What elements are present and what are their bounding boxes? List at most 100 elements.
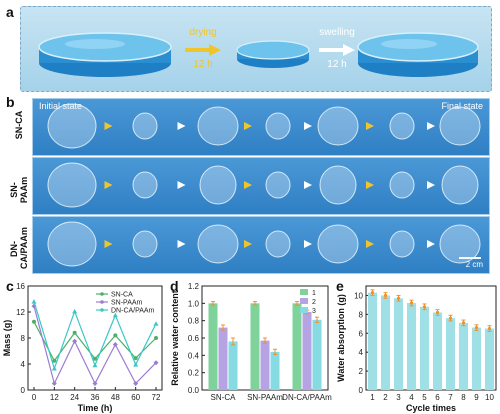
bar <box>380 295 391 390</box>
legend-label: DN-CA/PAAm <box>111 308 155 315</box>
data-point <box>31 299 37 304</box>
process-arrow-icon <box>427 122 435 130</box>
x-tick-label: 6 <box>435 393 440 402</box>
hydrogel-sample <box>47 103 97 149</box>
bar <box>208 303 218 390</box>
data-point <box>72 308 78 314</box>
drying-label: drying <box>189 27 217 38</box>
hydrogel-sample <box>439 106 481 146</box>
bar <box>312 319 322 390</box>
data-point <box>93 356 97 361</box>
legend-label: 3 <box>312 308 316 315</box>
series-line <box>33 321 157 362</box>
small-hydrogel-disk-icon <box>236 40 310 68</box>
scale-bar <box>459 257 481 259</box>
data-point <box>370 291 375 295</box>
bar <box>250 303 260 390</box>
scale-bar-label: 2 cm <box>465 260 483 269</box>
swelling-duration: 12 h <box>327 59 347 70</box>
panel-d-letter: d <box>170 278 179 294</box>
data-point <box>461 321 466 325</box>
data-point <box>154 336 158 340</box>
hydrogel-sample <box>197 106 239 146</box>
data-point <box>422 305 427 309</box>
process-arrow-icon <box>304 181 312 189</box>
data-point <box>51 366 57 371</box>
x-tick-label: 9 <box>474 393 479 402</box>
hydrogel-sample <box>389 112 415 140</box>
data-point <box>153 360 159 366</box>
hydrogel-sample <box>197 224 239 264</box>
hydrogel-sample <box>319 165 357 205</box>
process-arrow-icon <box>366 181 374 189</box>
x-tick-label: 36 <box>91 393 100 402</box>
x-tick-label: 12 <box>50 393 59 402</box>
bar <box>367 292 378 390</box>
data-point <box>72 338 78 344</box>
x-tick-label: 8 <box>461 393 466 402</box>
bar <box>458 322 469 390</box>
x-tick-label: SN-CA <box>211 393 237 402</box>
hydrogel-sample <box>317 106 359 146</box>
process-arrow-icon <box>244 240 252 248</box>
data-point <box>72 330 77 335</box>
bar <box>432 312 443 390</box>
data-point <box>92 381 98 386</box>
data-point <box>153 321 159 326</box>
hydrogel-sample <box>439 224 481 264</box>
y-tick-label: 0.2 <box>188 369 200 378</box>
process-arrow-icon <box>427 240 435 248</box>
x-tick-label: 4 <box>409 393 414 402</box>
hydrogel-sample <box>199 165 237 205</box>
panel-b-photo-grid: Initial state Final state 2 cm SN-CA SN-… <box>9 96 490 276</box>
panel-a-illustration: drying 12 h swelling 12 h <box>20 6 492 92</box>
swollen-hydrogel-disk-icon <box>357 32 479 77</box>
y-tick-label: 0 <box>21 386 26 395</box>
data-point <box>51 381 57 386</box>
y-tick-label: 2 <box>359 367 364 376</box>
y-tick-label: 8 <box>21 334 26 343</box>
legend-swatch <box>300 298 308 304</box>
process-arrow-icon <box>104 181 113 189</box>
swelling-label: swelling <box>319 27 355 38</box>
legend-swatch <box>300 307 308 313</box>
hydrogel-sample <box>265 230 291 258</box>
final-state-label: Final state <box>441 101 483 111</box>
x-axis-title: Cycle times <box>406 403 456 413</box>
process-arrow-icon <box>366 240 374 248</box>
legend-label: SN-CA <box>111 292 133 299</box>
bar <box>484 328 495 390</box>
bar <box>260 340 270 390</box>
bar <box>445 318 456 390</box>
data-point <box>32 319 36 324</box>
hydrogel-sample <box>265 112 291 140</box>
y-tick-label: 8 <box>359 310 364 319</box>
process-arrow-icon <box>104 122 113 130</box>
process-arrow-icon <box>177 240 186 248</box>
process-arrow-icon <box>244 122 252 130</box>
bar <box>406 303 417 390</box>
y-tick-label: 0.4 <box>188 351 200 360</box>
data-point <box>383 293 388 298</box>
process-arrow-icon <box>177 122 186 130</box>
sample-photos <box>47 103 481 267</box>
x-tick-label: 5 <box>422 393 427 402</box>
data-point <box>409 301 414 305</box>
x-tick-label: 72 <box>152 393 161 402</box>
hydrogel-sample <box>132 112 158 140</box>
data-point <box>112 342 118 347</box>
data-point <box>52 358 57 363</box>
x-tick-label: SN-PAAm <box>247 393 283 402</box>
x-tick-label: 2 <box>383 393 388 402</box>
hydrogel-sample <box>47 221 97 267</box>
y-axis-title: Mass (g) <box>2 320 12 357</box>
y-tick-label: 6 <box>359 329 364 338</box>
bar <box>302 312 312 390</box>
bar <box>228 341 238 390</box>
data-point <box>487 326 492 331</box>
process-arrow-icon <box>177 181 186 189</box>
swelling-arrow-icon <box>319 44 355 56</box>
panel-c-letter: c <box>6 278 14 294</box>
